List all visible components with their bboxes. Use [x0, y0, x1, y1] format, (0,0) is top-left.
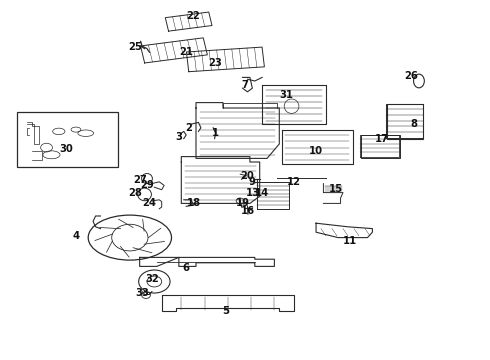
Text: 29: 29: [140, 180, 154, 190]
Text: 4: 4: [73, 231, 79, 241]
Text: 21: 21: [179, 47, 193, 57]
Text: 19: 19: [236, 198, 249, 208]
Text: 31: 31: [280, 90, 294, 100]
Text: 12: 12: [287, 177, 301, 187]
Text: 1: 1: [212, 128, 219, 138]
Text: 27: 27: [133, 175, 147, 185]
Text: 17: 17: [375, 134, 389, 144]
Text: 14: 14: [255, 188, 270, 198]
Text: 2: 2: [185, 123, 192, 133]
Text: 32: 32: [145, 274, 159, 284]
Text: 9: 9: [249, 177, 256, 187]
Text: 13: 13: [245, 188, 259, 198]
Text: 6: 6: [183, 263, 190, 273]
Text: 24: 24: [143, 198, 156, 208]
Text: 10: 10: [309, 146, 323, 156]
Text: 5: 5: [222, 306, 229, 316]
Text: 18: 18: [187, 198, 200, 208]
Text: 26: 26: [405, 71, 418, 81]
Text: 30: 30: [59, 144, 73, 154]
Text: 3: 3: [175, 132, 182, 142]
Text: 8: 8: [411, 119, 417, 129]
Text: 28: 28: [128, 188, 142, 198]
Text: 22: 22: [187, 11, 200, 21]
Text: 25: 25: [128, 42, 142, 52]
Bar: [361, 135, 400, 158]
Text: 15: 15: [329, 184, 343, 194]
Text: 11: 11: [343, 236, 358, 246]
Text: 23: 23: [209, 58, 222, 68]
Text: 16: 16: [241, 206, 254, 216]
Text: 20: 20: [241, 171, 254, 181]
Bar: [17, 112, 118, 167]
Bar: [387, 104, 423, 139]
Text: 7: 7: [242, 80, 248, 90]
Text: 33: 33: [135, 288, 149, 298]
